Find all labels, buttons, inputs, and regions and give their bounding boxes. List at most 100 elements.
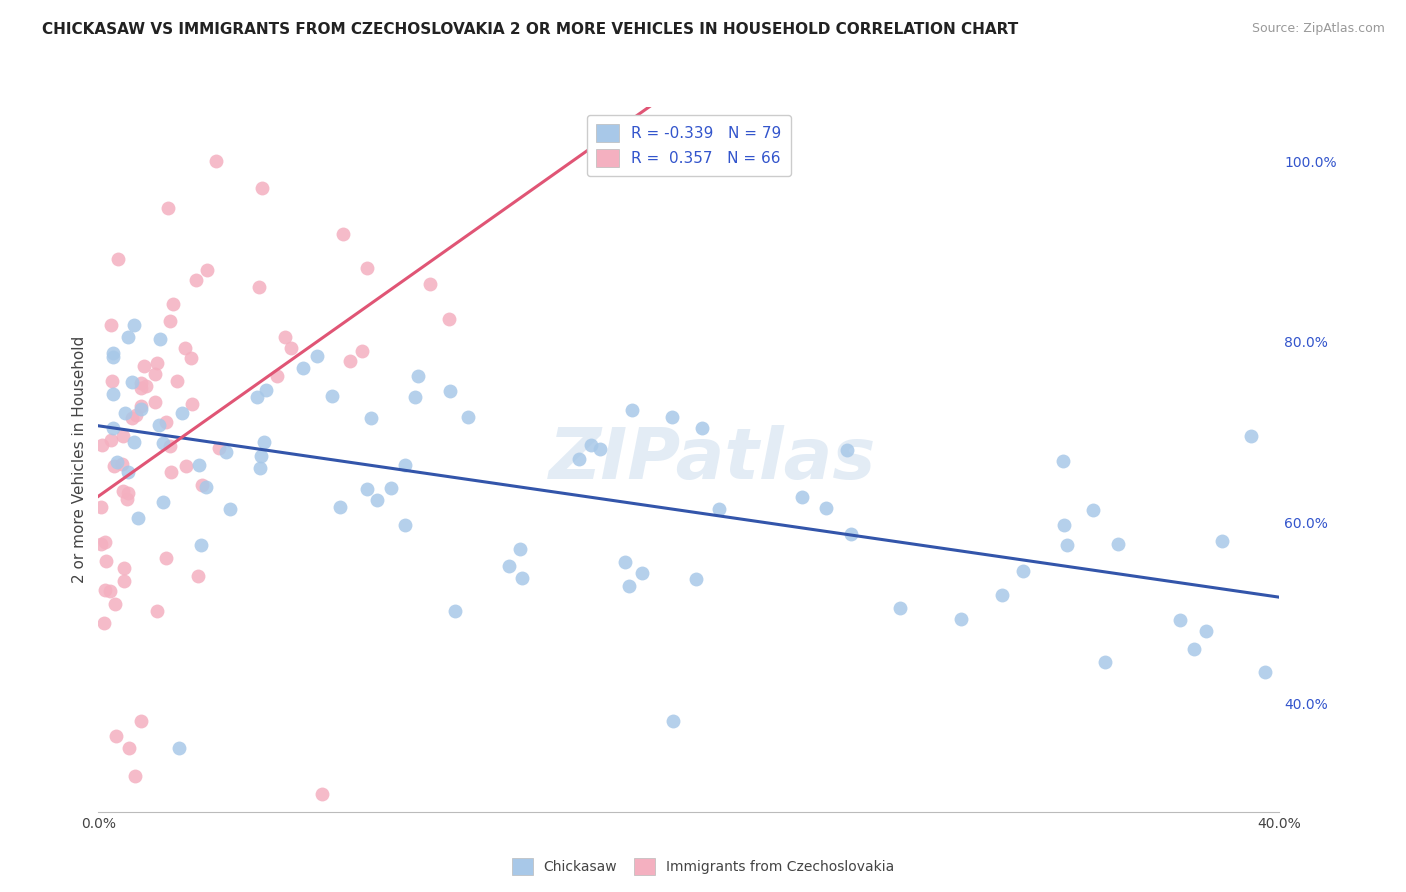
Point — [250, 181, 273, 195]
Point — [103, 386, 125, 401]
Point — [117, 485, 139, 500]
Point — [1168, 614, 1191, 628]
Legend: Chickasaw, Immigrants from Czechoslovakia: Chickasaw, Immigrants from Czechoslovaki… — [506, 853, 900, 880]
Point — [112, 574, 135, 588]
Point — [121, 410, 143, 425]
Point — [250, 449, 273, 463]
Point — [103, 420, 125, 434]
Point — [122, 435, 145, 450]
Point — [149, 332, 172, 346]
Point — [98, 584, 121, 599]
Point — [143, 395, 166, 409]
Point — [509, 541, 531, 556]
Point — [394, 458, 416, 473]
Point — [1240, 429, 1263, 443]
Point — [159, 314, 181, 328]
Point — [1056, 538, 1078, 552]
Point — [152, 494, 174, 508]
Point — [124, 408, 146, 422]
Text: CHICKASAW VS IMMIGRANTS FROM CZECHOSLOVAKIA 2 OR MORE VEHICLES IN HOUSEHOLD CORR: CHICKASAW VS IMMIGRANTS FROM CZECHOSLOVA… — [42, 22, 1018, 37]
Point — [187, 458, 209, 472]
Point — [129, 399, 152, 413]
Point — [105, 455, 128, 469]
Point — [90, 500, 112, 514]
Point — [311, 787, 333, 801]
Point — [620, 402, 643, 417]
Point — [152, 435, 174, 450]
Point — [707, 501, 730, 516]
Point — [1211, 533, 1233, 548]
Point — [148, 417, 170, 432]
Point — [100, 318, 122, 332]
Point — [419, 277, 441, 291]
Point — [352, 343, 374, 358]
Point — [90, 537, 112, 551]
Point — [360, 411, 382, 425]
Point — [107, 252, 129, 266]
Point — [219, 502, 242, 516]
Point — [1094, 655, 1116, 669]
Point — [195, 480, 218, 494]
Point — [129, 402, 152, 417]
Point — [356, 482, 378, 496]
Point — [305, 349, 328, 363]
Point — [205, 154, 228, 169]
Point — [155, 551, 177, 566]
Point — [1194, 624, 1216, 638]
Point — [127, 511, 149, 525]
Point — [617, 579, 640, 593]
Point — [291, 360, 314, 375]
Point — [112, 561, 135, 575]
Point — [146, 356, 169, 370]
Point — [579, 438, 602, 452]
Point — [190, 538, 212, 552]
Point — [949, 612, 972, 626]
Point — [117, 491, 139, 506]
Point — [247, 280, 270, 294]
Point — [589, 442, 612, 456]
Point — [117, 465, 139, 479]
Point — [184, 273, 207, 287]
Point — [117, 330, 139, 344]
Legend: R = -0.339   N = 79, R =  0.357   N = 66: R = -0.339 N = 79, R = 0.357 N = 66 — [588, 115, 790, 177]
Point — [104, 729, 127, 743]
Point — [1012, 564, 1035, 578]
Point — [111, 458, 134, 472]
Point — [146, 604, 169, 618]
Point — [274, 330, 297, 344]
Point — [443, 604, 465, 618]
Point — [568, 451, 591, 466]
Point — [356, 261, 378, 276]
Point — [254, 383, 277, 397]
Point — [839, 527, 862, 541]
Point — [94, 534, 117, 549]
Text: ZIPatlas: ZIPatlas — [548, 425, 876, 494]
Point — [159, 439, 181, 453]
Point — [437, 312, 460, 326]
Point — [266, 369, 288, 384]
Point — [1254, 665, 1277, 680]
Point — [103, 459, 125, 474]
Point — [991, 588, 1014, 602]
Point — [162, 297, 184, 311]
Point — [170, 406, 193, 420]
Point — [174, 341, 197, 355]
Point — [1052, 454, 1074, 468]
Point — [167, 741, 190, 756]
Y-axis label: 2 or more Vehicles in Household: 2 or more Vehicles in Household — [72, 335, 87, 583]
Point — [112, 484, 135, 499]
Point — [187, 569, 209, 583]
Point — [101, 374, 124, 388]
Point — [690, 421, 713, 435]
Point — [100, 433, 122, 447]
Point — [103, 350, 125, 364]
Point — [380, 481, 402, 495]
Point — [792, 490, 814, 504]
Point — [404, 390, 426, 404]
Point — [94, 582, 117, 597]
Point — [394, 518, 416, 533]
Point — [253, 434, 276, 449]
Point — [114, 407, 136, 421]
Point — [837, 443, 859, 458]
Point — [131, 381, 153, 395]
